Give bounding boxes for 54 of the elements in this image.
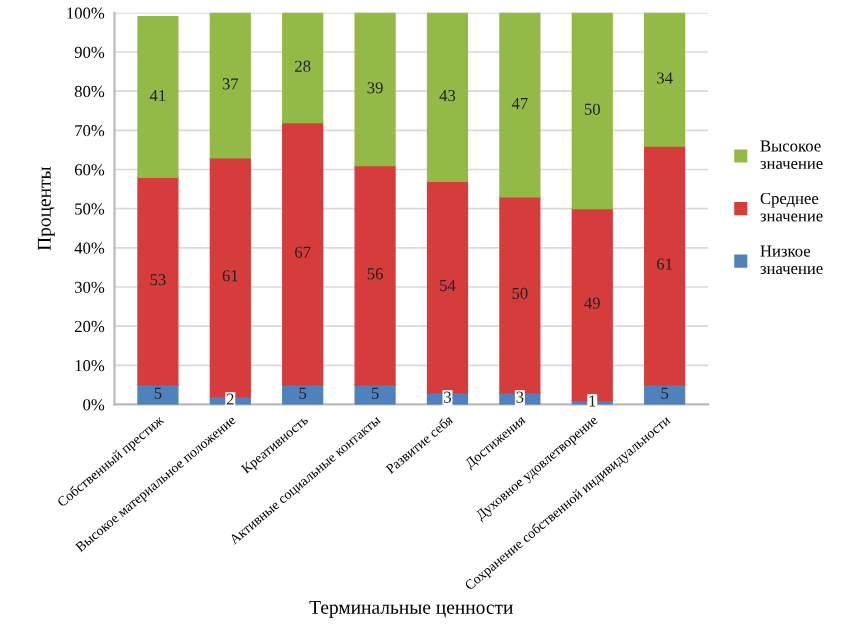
data-label: 1 [589,395,596,407]
bar [426,12,469,182]
y-tick-label: 10% [75,360,105,372]
data-label: 34 [657,72,673,84]
y-tick-label: 80% [74,85,105,98]
legend-label: Низкое значение [760,245,823,275]
y-tick-label: 30% [75,281,105,293]
data-label: 5 [154,387,162,399]
data-label: 67 [295,246,311,258]
bar [354,164,396,386]
data-label: 3 [516,391,524,403]
data-label: 3 [444,391,451,403]
data-label: 56 [367,268,383,280]
bar [499,12,541,198]
y-tick-label: 90% [74,46,105,58]
data-label: 54 [440,280,456,292]
bar [644,12,686,147]
data-label: 61 [222,270,238,282]
data-label: 5 [371,387,379,399]
data-label: 50 [584,103,600,115]
data-label: 53 [150,274,166,286]
y-tick-label: 70% [75,125,105,137]
data-label: 61 [657,258,672,270]
bar [499,196,541,394]
data-label: 43 [439,90,456,102]
data-label: 37 [222,78,239,90]
bar [282,12,324,124]
data-label: 47 [511,97,528,109]
data-label: 5 [661,387,669,399]
y-tick-label: 20% [74,320,105,333]
data-label: 2 [226,393,234,405]
y-tick-label: 50% [75,203,105,215]
bar [426,180,469,394]
data-label: 50 [512,287,528,299]
y-axis-title: Проценты [37,166,55,251]
bar [644,145,686,386]
data-label: 28 [295,60,311,72]
legend-label: Высокое значение [760,140,823,169]
bar [137,176,179,386]
bar [137,16,179,179]
y-tick-label: 0% [83,399,105,411]
y-tick-label: 100% [67,7,105,19]
y-tick-label: 60% [74,164,105,176]
y-tick-label: 40% [74,242,105,254]
bar [282,121,324,386]
data-label: 41 [149,90,166,102]
legend-label: Среднее значение [760,192,823,222]
data-label: 5 [299,387,307,399]
x-axis-title: Терминальные ценности [309,601,513,618]
bar [354,12,396,167]
bar [571,12,613,210]
data-label: 49 [584,297,600,309]
bar [209,12,251,159]
data-label: 39 [367,82,383,94]
